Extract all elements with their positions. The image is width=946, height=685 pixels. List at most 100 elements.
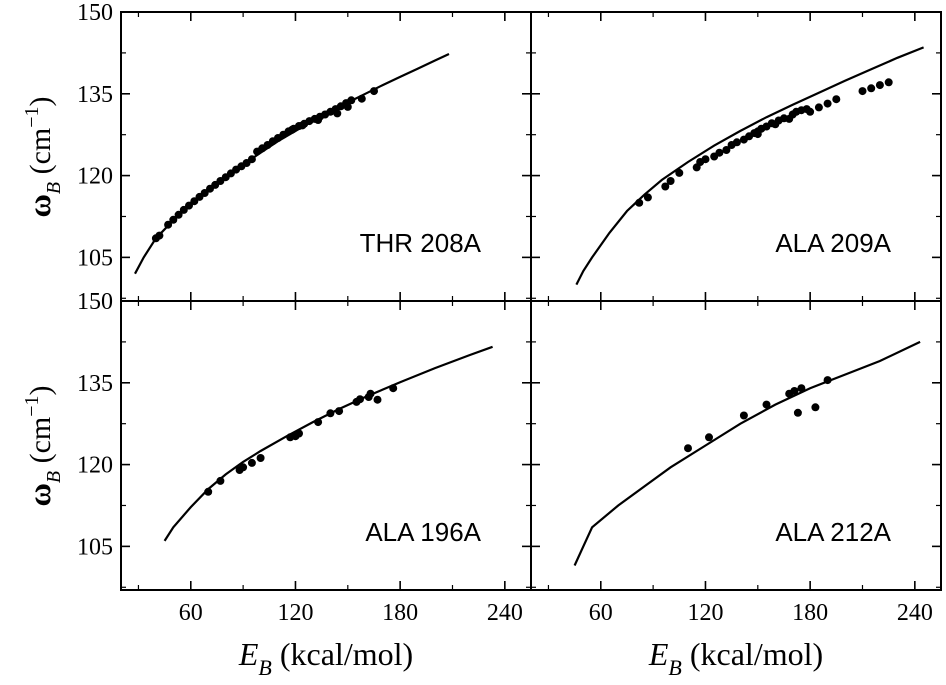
x-tick-label: 60 bbox=[179, 600, 203, 626]
data-point bbox=[169, 215, 178, 224]
x-title-sub: B bbox=[668, 655, 681, 680]
data-point bbox=[239, 463, 248, 472]
data-point bbox=[247, 458, 256, 467]
x-title-var: E bbox=[648, 636, 669, 672]
data-point bbox=[155, 231, 164, 240]
y-title-var: ω bbox=[21, 194, 57, 217]
data-point bbox=[675, 168, 684, 177]
x-tick-label: 240 bbox=[487, 600, 523, 626]
data-point bbox=[347, 96, 356, 105]
data-point bbox=[335, 407, 344, 416]
y-title-close: ) bbox=[24, 385, 57, 395]
data-point bbox=[288, 125, 296, 134]
y-tick-label: 150 bbox=[77, 0, 113, 26]
x-tick-label: 180 bbox=[382, 600, 418, 626]
fit-curve bbox=[573, 340, 921, 566]
panel-label: ALA 212A bbox=[775, 517, 891, 547]
data-point bbox=[185, 201, 193, 210]
y-tick-label: 105 bbox=[77, 245, 113, 271]
y-tick-label: 120 bbox=[77, 453, 113, 479]
x-tick-label: 120 bbox=[277, 600, 313, 626]
data-point bbox=[200, 189, 209, 197]
data-point bbox=[771, 120, 780, 129]
panel-bottom-left: ALA 196A bbox=[121, 300, 531, 590]
data-point bbox=[164, 220, 173, 229]
data-point bbox=[793, 408, 802, 417]
y-tick-label: 150 bbox=[77, 289, 113, 315]
data-point bbox=[722, 146, 731, 154]
data-point bbox=[357, 94, 366, 103]
data-point bbox=[684, 444, 692, 453]
data-point bbox=[884, 78, 893, 87]
panel-label: THR 208A bbox=[360, 228, 482, 258]
fit-curve bbox=[575, 46, 925, 286]
data-point bbox=[732, 138, 741, 147]
data-point bbox=[832, 95, 841, 104]
panel-bottom-right: ALA 212A bbox=[531, 300, 941, 590]
x-title-sub: B bbox=[258, 655, 271, 680]
data-point bbox=[811, 403, 820, 412]
data-point bbox=[247, 155, 256, 164]
data-point bbox=[875, 81, 884, 90]
data-point bbox=[314, 116, 323, 124]
panel-label: ALA 196A bbox=[365, 517, 481, 547]
data-point bbox=[256, 454, 265, 462]
data-point bbox=[823, 376, 832, 385]
x-tick-label: 240 bbox=[897, 600, 933, 626]
x-title-unit: (kcal/mol) bbox=[272, 636, 413, 672]
y-title-exp: −1 bbox=[21, 395, 43, 416]
panel-top-right: ALA 209A bbox=[531, 11, 941, 301]
x-tick-label: 120 bbox=[687, 600, 723, 626]
y-title-var: ω bbox=[21, 483, 57, 506]
y-axis-title-bottom: ωB (cm−1) bbox=[21, 385, 65, 506]
data-point bbox=[739, 411, 748, 420]
data-point bbox=[715, 148, 724, 157]
x-tick-label: 60 bbox=[589, 600, 613, 626]
y-tick-label: 135 bbox=[77, 82, 113, 108]
data-point bbox=[643, 193, 652, 202]
y-tick-label: 135 bbox=[77, 371, 113, 397]
data-point bbox=[823, 99, 832, 108]
panel-label: ALA 209A bbox=[775, 228, 891, 258]
data-point bbox=[326, 409, 335, 418]
data-point bbox=[314, 418, 323, 427]
x-tick-label: 180 bbox=[792, 600, 828, 626]
data-point bbox=[797, 384, 806, 393]
data-point bbox=[204, 487, 213, 496]
x-axis-title-right: EB (kcal/mol) bbox=[648, 636, 823, 680]
y-title-sub: B bbox=[43, 471, 65, 483]
y-axis-title-top: ωB (cm−1) bbox=[21, 96, 65, 217]
axes-layer: 105 120 135 150 105 120 135 150 60 120 180 240 60 120… bbox=[77, 0, 933, 626]
data-point bbox=[295, 429, 303, 438]
data-point bbox=[174, 210, 183, 219]
data-point bbox=[661, 182, 670, 191]
y-title-exp: −1 bbox=[21, 106, 43, 127]
data-point bbox=[814, 103, 823, 112]
data-point bbox=[858, 87, 867, 96]
data-point bbox=[343, 102, 352, 111]
x-title-unit: (kcal/mol) bbox=[682, 636, 823, 672]
y-title-sub: B bbox=[43, 182, 65, 194]
data-point bbox=[373, 395, 382, 404]
x-axis-title-left: EB (kcal/mol) bbox=[238, 636, 413, 680]
y-title-unit: (cm bbox=[24, 417, 57, 471]
panels-layer: THR 208A ALA 209A ALA 196A ALA 212A bbox=[121, 11, 941, 590]
data-point bbox=[370, 87, 378, 96]
svg-text:ωB (cm−1): ωB (cm−1) bbox=[21, 96, 65, 217]
svg-text:ωB (cm−1): ωB (cm−1) bbox=[21, 385, 65, 506]
data-point bbox=[356, 395, 364, 404]
data-point bbox=[867, 84, 876, 93]
y-title-close: ) bbox=[24, 96, 57, 106]
data-point bbox=[216, 476, 225, 485]
data-point bbox=[785, 114, 794, 123]
data-point bbox=[298, 121, 307, 130]
data-point bbox=[790, 387, 799, 395]
y-tick-label: 120 bbox=[77, 164, 113, 190]
y-tick-label: 105 bbox=[77, 534, 113, 560]
fit-curve bbox=[163, 345, 493, 542]
data-point bbox=[705, 433, 713, 442]
x-title-var: E bbox=[238, 636, 259, 672]
data-point bbox=[701, 155, 710, 164]
y-title-unit: (cm bbox=[24, 128, 57, 182]
